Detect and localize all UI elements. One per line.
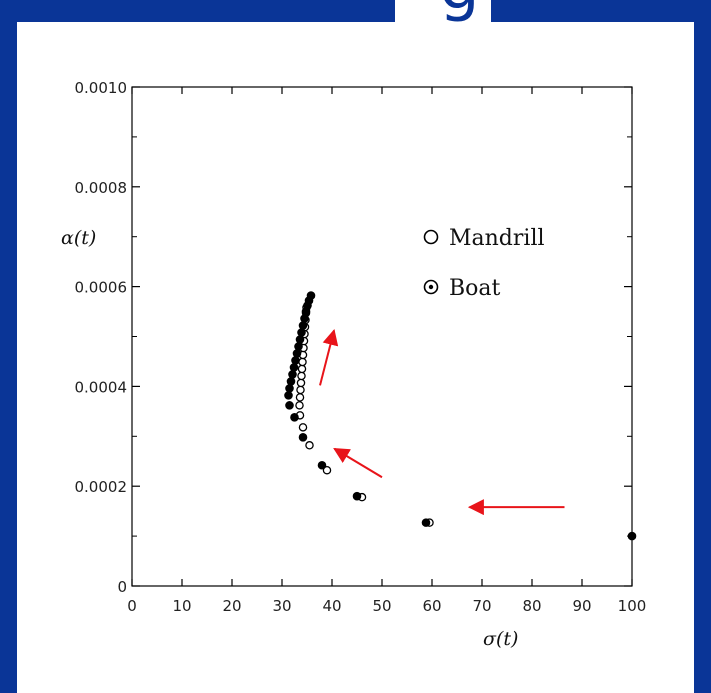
point-boat: [294, 342, 303, 351]
point-boat: [627, 531, 637, 541]
point-boat: [317, 460, 327, 470]
x-tick-label: 80: [522, 597, 541, 615]
point-boat: [298, 321, 308, 330]
point-boat: [298, 432, 308, 442]
axis-ticks: [131, 86, 633, 587]
point-boat: [286, 377, 296, 386]
annotation-arrows: [319, 328, 565, 516]
point-boat: [352, 491, 362, 501]
point-boat: [289, 363, 299, 372]
point-boat: [290, 413, 299, 422]
y-tick-label: 0.0002: [75, 478, 128, 496]
y-tick-label: 0.0006: [75, 279, 128, 297]
x-axis-label: σ(t): [483, 628, 518, 650]
y-tick-label: 0.0010: [75, 79, 128, 97]
legend-marker-boat-dot: [428, 284, 434, 290]
point-mandrill: [322, 465, 332, 475]
point-boat: [285, 384, 294, 393]
point-mandrill: [305, 441, 314, 450]
x-tick-label: 40: [322, 597, 341, 615]
legend-marker-mandrill: [423, 229, 439, 245]
x-tick-label: 20: [222, 597, 241, 615]
point-boat: [285, 401, 294, 410]
point-boat: [421, 518, 431, 527]
point-boat: [288, 370, 297, 379]
y-tick-label: 0.0004: [75, 378, 128, 396]
red-arrow: [333, 447, 383, 479]
red-arrow: [319, 328, 339, 386]
point-mandrill: [297, 371, 306, 381]
tick-labels: 0 10 20 30 40 50 60 70 80 90 100 0 0.0002 0.0004 0.000…: [75, 79, 647, 615]
point-boat: [300, 314, 309, 323]
data-points: [284, 291, 637, 541]
x-tick-label: 100: [618, 597, 647, 615]
point-boat: [291, 356, 300, 365]
point-boat: [306, 291, 316, 300]
y-axis-label: α(t): [61, 227, 96, 249]
slide-title-fragment: g: [439, 0, 480, 22]
point-mandrill: [297, 364, 307, 374]
x-tick-label: 50: [372, 597, 391, 615]
point-mandrill: [295, 393, 305, 402]
x-tick-label: 90: [572, 597, 591, 615]
x-tick-label: 70: [472, 597, 491, 615]
legend-label-boat: Boat: [449, 276, 501, 301]
point-boat: [297, 328, 306, 337]
point-mandrill: [298, 423, 308, 432]
point-mandrill: [295, 401, 304, 410]
y-tick-label: 0.0008: [75, 179, 128, 197]
content-panel: [17, 22, 694, 693]
x-tick-label: 0: [127, 597, 137, 615]
point-mandrill: [296, 378, 306, 388]
legend-label-mandrill: Mandrill: [449, 226, 545, 251]
y-tick-label: 0: [117, 578, 127, 596]
plot-frame: [131, 86, 633, 587]
point-boat: [292, 349, 302, 358]
x-tick-label: 10: [172, 597, 191, 615]
legend: Mandrill Boat: [423, 226, 545, 301]
point-mandrill: [296, 385, 305, 395]
x-tick-label: 60: [422, 597, 441, 615]
point-boat: [284, 391, 293, 400]
title-fragment-box: g: [395, 0, 491, 22]
x-tick-label: 30: [272, 597, 291, 615]
point-mandrill: [298, 357, 307, 367]
point-boat: [295, 335, 305, 344]
